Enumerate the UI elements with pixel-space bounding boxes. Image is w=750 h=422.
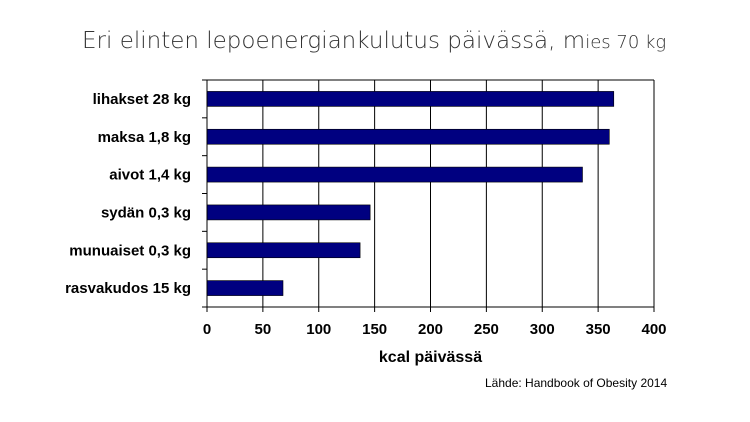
chart-title-sub: ies 70 kg bbox=[585, 32, 667, 53]
x-tick-label: 200 bbox=[418, 321, 443, 338]
x-tick-label: 350 bbox=[586, 321, 611, 338]
bar bbox=[206, 166, 583, 183]
bar bbox=[206, 280, 284, 296]
category-label: maksa 1,8 kg bbox=[98, 129, 191, 146]
tick-labels: 0 50 100 150 200 250 300 350 400 bbox=[203, 321, 667, 338]
category-label: rasvakudos 15 kg bbox=[65, 280, 191, 297]
x-tick-label: 300 bbox=[530, 321, 555, 338]
category-label: lihakset 28 kg bbox=[93, 91, 191, 108]
chart-title-main: Eri elinten lepoenergiankulutus päivässä… bbox=[82, 28, 586, 54]
x-tick-label: 400 bbox=[641, 321, 666, 338]
x-tick-label: 250 bbox=[474, 321, 499, 338]
axes bbox=[202, 79, 655, 312]
grid-lines bbox=[262, 80, 655, 307]
x-tick-label: 50 bbox=[255, 321, 272, 338]
bar bbox=[206, 128, 610, 145]
x-tick-label: 100 bbox=[306, 321, 331, 338]
bar bbox=[206, 91, 615, 107]
bar bbox=[206, 242, 361, 259]
x-tick-label: 150 bbox=[362, 321, 387, 338]
category-label: aivot 1,4 kg bbox=[109, 167, 191, 184]
bar bbox=[206, 204, 371, 221]
x-tick-label: 0 bbox=[203, 321, 211, 338]
bars bbox=[206, 91, 615, 296]
category-labels: lihakset 28 kg maksa 1,8 kg aivot 1,4 kg sy… bbox=[65, 91, 191, 297]
chart-title: Eri elinten lepoenergiankulutus päivässä… bbox=[82, 28, 666, 54]
x-axis-label: kcal päivässä bbox=[379, 349, 482, 366]
category-label: munuaiset 0,3 kg bbox=[69, 242, 191, 259]
category-label: sydän 0,3 kg bbox=[101, 204, 191, 221]
source-note: Lähde: Handbook of Obesity 2014 bbox=[485, 376, 668, 390]
